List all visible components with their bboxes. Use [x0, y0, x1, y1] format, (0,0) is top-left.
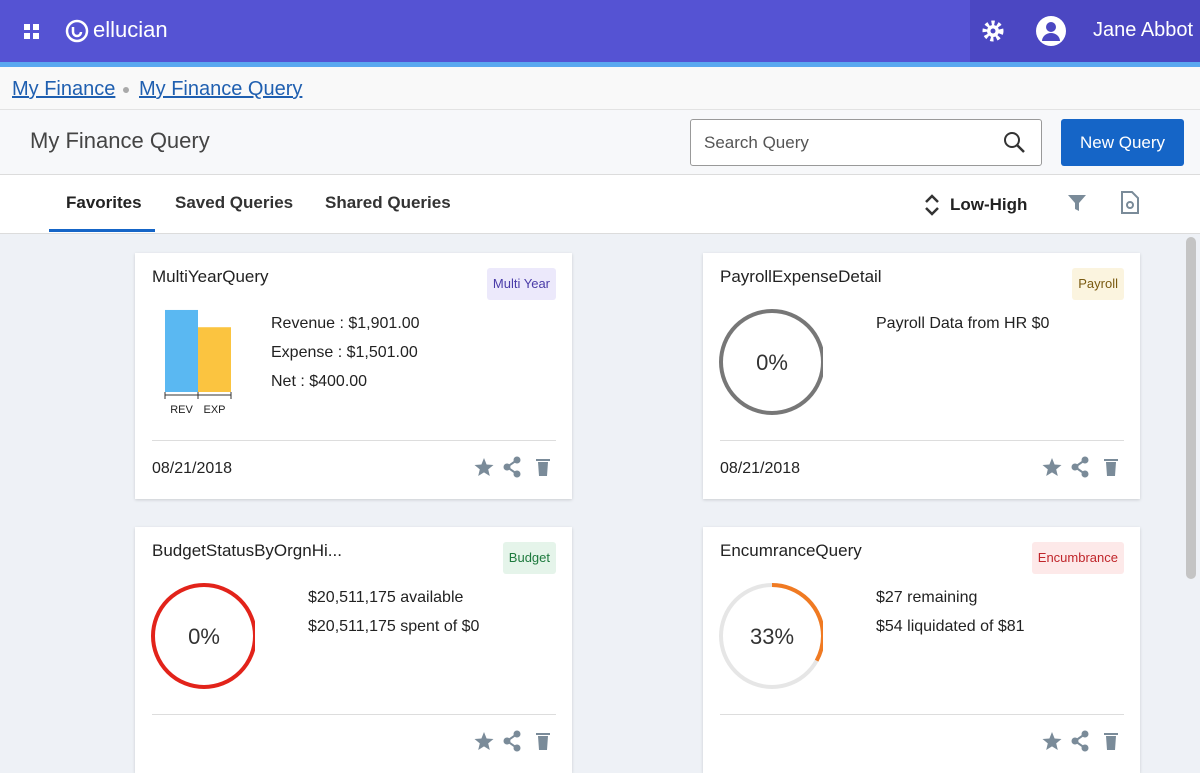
card-line: Net : $400.00: [271, 373, 368, 390]
ring-label: 0%: [188, 624, 220, 649]
bar-label: EXP: [203, 404, 225, 416]
query-card: PayrollExpenseDetail Payroll Payroll Data …: [703, 253, 1140, 499]
breadcrumb-bar: [0, 67, 1200, 110]
bar: [165, 309, 198, 392]
user-area: [970, 0, 1200, 62]
card-actions[interactable]: [470, 455, 560, 481]
mini-bar-chart: REV EXP: [164, 309, 232, 416]
search-box[interactable]: [690, 119, 1042, 166]
card-tag: Budget: [502, 542, 556, 574]
divider: [152, 714, 556, 715]
breadcrumb-link[interactable]: My Finance: [12, 78, 116, 100]
tab[interactable]: Saved Queries: [175, 193, 294, 212]
brand-logo: [65, 19, 89, 43]
bar-axis: [164, 392, 232, 399]
ring-label: 0%: [756, 350, 788, 375]
card-tag: Multi Year: [486, 268, 556, 300]
card-line: Revenue : $1,901.00: [271, 315, 420, 332]
bar-label: REV: [170, 404, 193, 416]
divider: [720, 440, 1124, 441]
tab-indicator: [49, 229, 155, 232]
query-card: MultiYearQuery Multi Year Revenue : $1,901…: [135, 253, 572, 499]
search-placeholder: Search Query: [704, 133, 809, 152]
tab-bar: [0, 175, 1200, 234]
sort-icon[interactable]: [924, 194, 940, 216]
report-icon[interactable]: [1120, 191, 1140, 215]
page-title: My Finance Query: [30, 128, 210, 153]
ring-label: 33%: [750, 624, 794, 649]
tab[interactable]: Favorites: [66, 193, 142, 212]
card-title: PayrollExpenseDetail: [720, 267, 882, 286]
bar: [198, 327, 231, 392]
card-line: Expense : $1,501.00: [271, 344, 418, 361]
card-title: BudgetStatusByOrgnHi...: [152, 541, 342, 560]
accent-stripe: [0, 62, 1200, 67]
query-card: EncumranceQuery Encumbrance $27 remaining $…: [703, 527, 1140, 773]
scrollbar[interactable]: [1186, 237, 1196, 579]
card-title: MultiYearQuery: [152, 267, 269, 286]
card-line: $20,511,175 spent of $0: [308, 618, 480, 635]
search-icon[interactable]: [1003, 131, 1027, 155]
card-tag: Encumbrance: [1031, 542, 1124, 574]
divider: [720, 714, 1124, 715]
card-actions[interactable]: [1038, 455, 1128, 481]
card-date: 08/21/2018: [152, 460, 233, 477]
card-actions[interactable]: [470, 729, 560, 755]
card-line: $54 liquidated of $81: [876, 618, 1025, 635]
apps-icon[interactable]: [22, 22, 42, 42]
breadcrumb-link[interactable]: My Finance Query: [139, 78, 303, 100]
brand: ellucian: [93, 17, 168, 42]
user-name[interactable]: Jane Abbot: [1093, 19, 1194, 41]
ring-track: [719, 309, 823, 415]
avatar[interactable]: [1035, 15, 1067, 47]
new-query-button[interactable]: New Query: [1061, 119, 1184, 166]
sort-label[interactable]: Low-High: [950, 195, 1028, 214]
ring-arc: [719, 583, 823, 689]
filter-icon[interactable]: [1067, 193, 1087, 213]
card-line: $27 remaining: [876, 589, 978, 606]
divider: [152, 440, 556, 441]
card-actions[interactable]: [1038, 729, 1128, 755]
card-line: Payroll Data from HR $0: [876, 315, 1050, 332]
card-line: $20,511,175 available: [308, 589, 464, 606]
card-title: EncumranceQuery: [720, 541, 862, 560]
card-date: 08/21/2018: [720, 460, 801, 477]
query-card: BudgetStatusByOrgnHi... Budget $20,511,175…: [135, 527, 572, 773]
progress-ring: 0%: [719, 309, 823, 415]
card-tag: Payroll: [1072, 268, 1124, 300]
breadcrumb-separator: [123, 87, 129, 93]
tab[interactable]: Shared Queries: [325, 193, 451, 212]
settings-icon[interactable]: [980, 18, 1006, 44]
